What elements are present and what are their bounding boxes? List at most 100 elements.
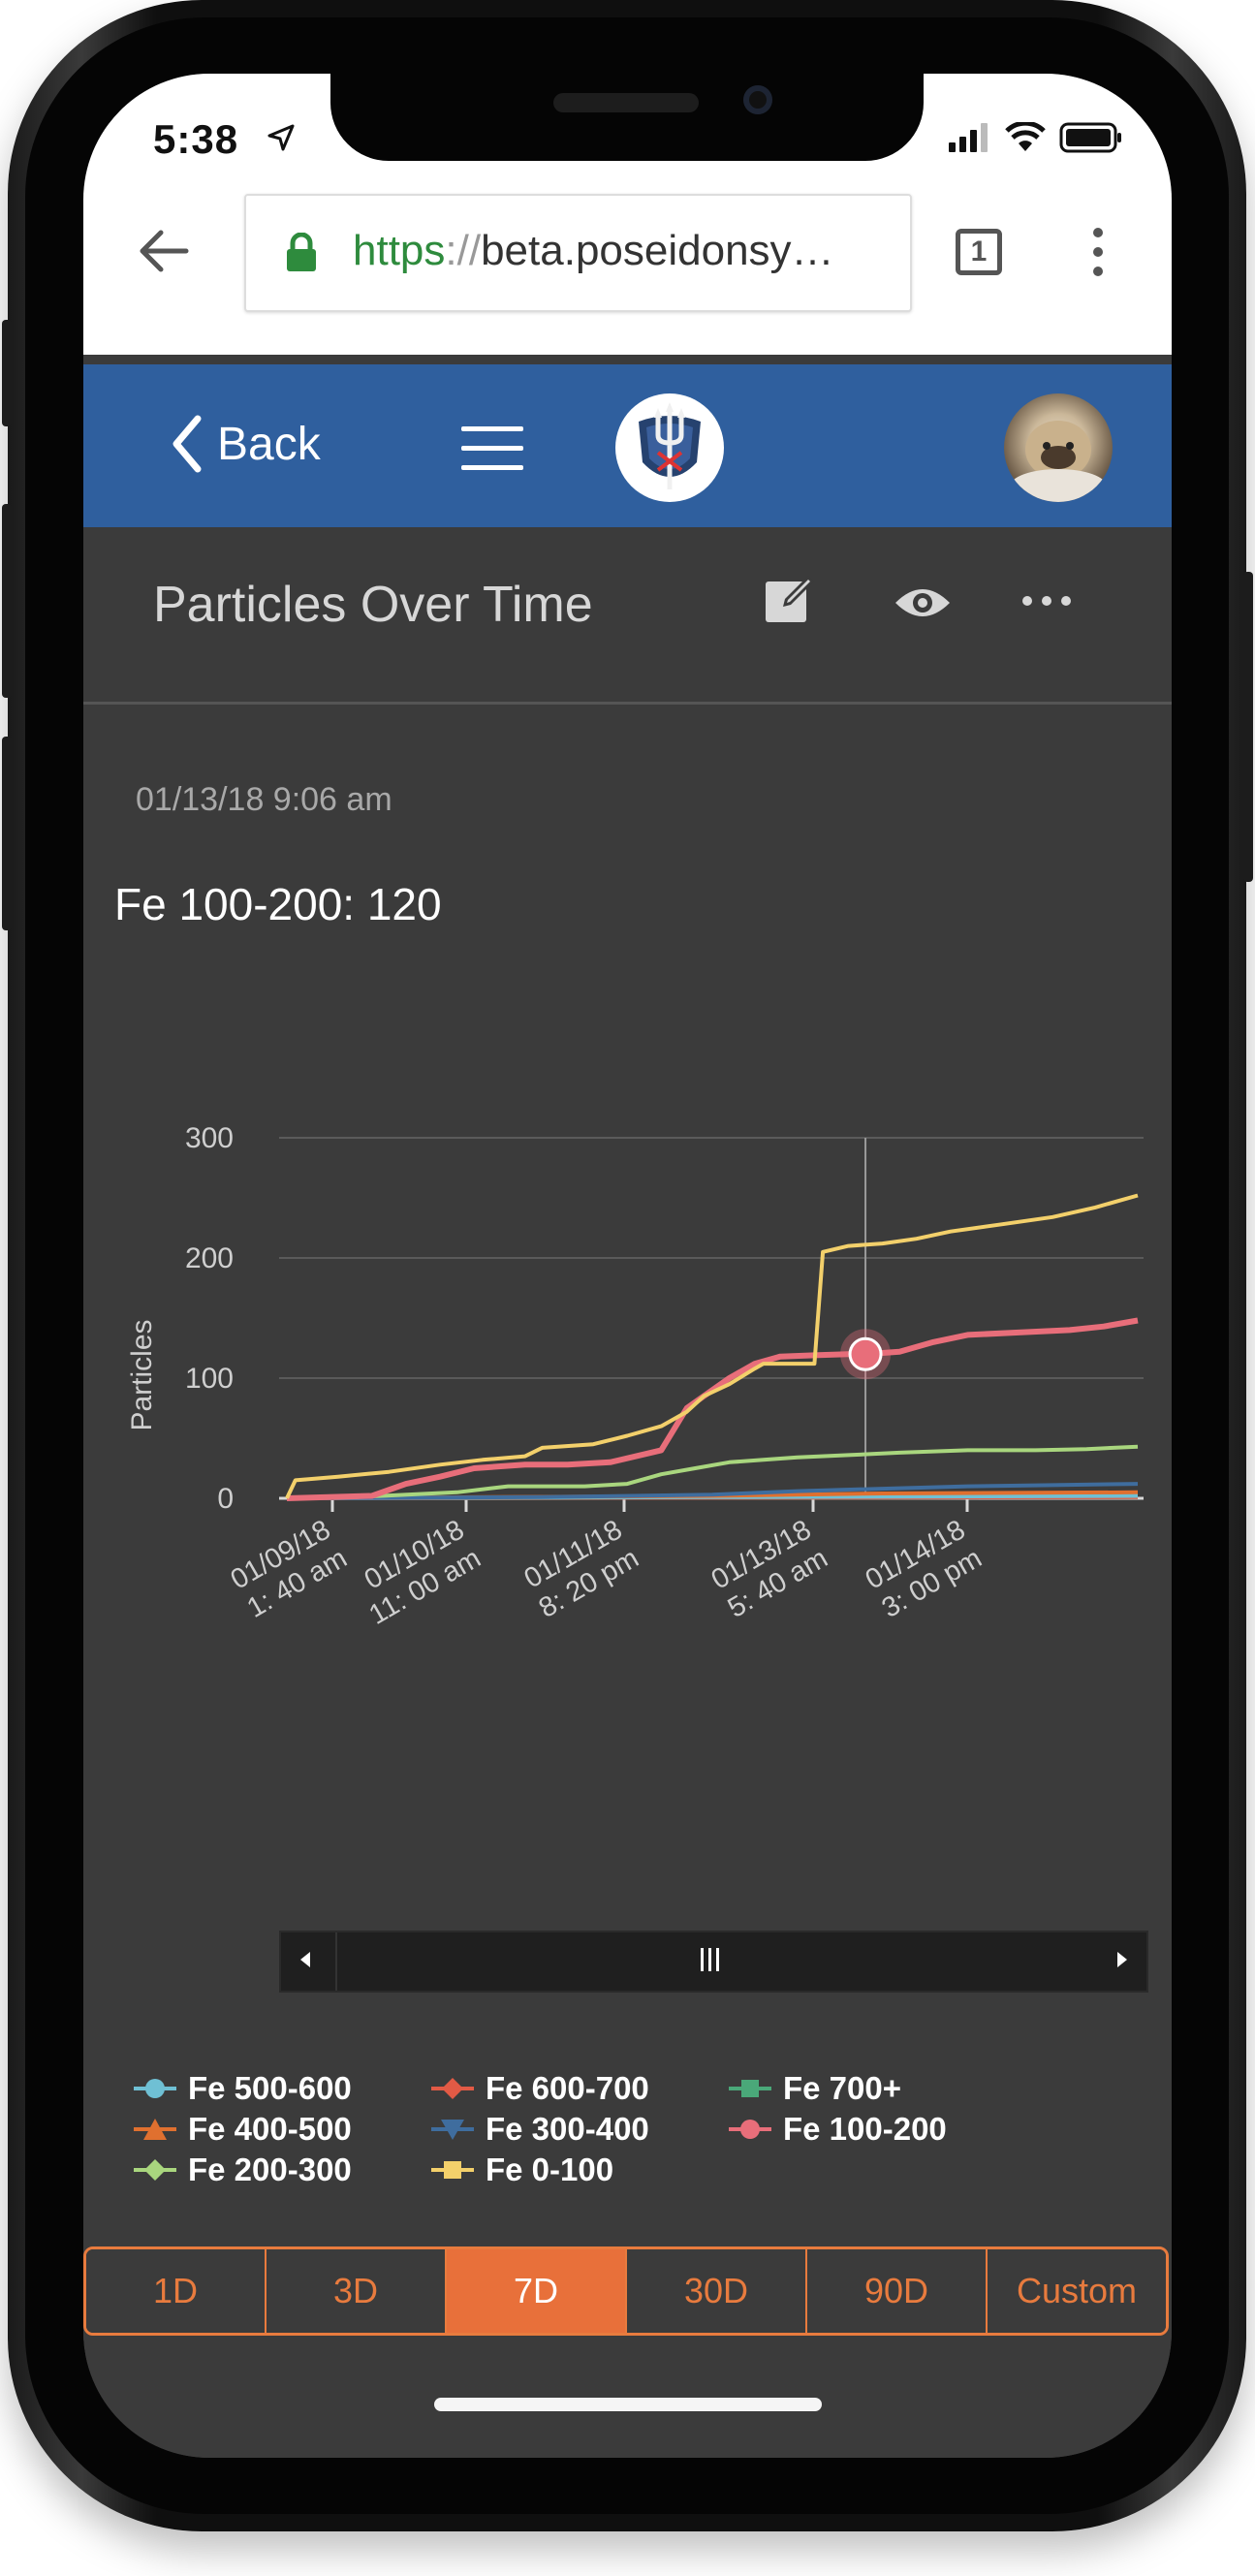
legend-item-fe-0-100[interactable]: Fe 0-100 <box>429 2152 613 2188</box>
hover-readout: Fe 100-200: 120 <box>114 879 442 929</box>
volume-down-button <box>2 737 12 930</box>
url-text: https://beta.poseidonsy… <box>353 227 834 275</box>
url-separator: :// <box>445 227 482 274</box>
notch <box>330 74 924 161</box>
chevron-left-icon <box>173 415 202 473</box>
range-button-1d[interactable]: 1D <box>86 2249 267 2333</box>
y-tick-label: 100 <box>185 1363 234 1395</box>
highlight-marker-group <box>840 1329 892 1380</box>
legend-label: Fe 300-400 <box>486 2111 649 2147</box>
range-button-90d[interactable]: 90D <box>807 2249 988 2333</box>
url-scheme: https <box>353 227 446 274</box>
series-lines <box>285 1193 1139 1501</box>
scroll-right-icon[interactable] <box>1115 1952 1127 1967</box>
more-vert-icon[interactable] <box>1091 227 1105 277</box>
series-line-fe-300-400[interactable] <box>286 1482 1139 1500</box>
x-tick-label: 01/11/188: 20 pm <box>518 1514 644 1624</box>
eye-icon[interactable] <box>894 585 952 620</box>
diamond-marker-icon <box>134 2159 176 2181</box>
legend-item-fe-300-400[interactable]: Fe 300-400 <box>429 2111 649 2148</box>
y-tick-label: 300 <box>185 1122 234 1154</box>
series-line-fe-100-200[interactable] <box>286 1317 1139 1501</box>
volume-up-button <box>2 504 12 698</box>
legend-label: Fe 500-600 <box>188 2070 352 2106</box>
scroll-left-divider <box>335 1932 337 1991</box>
status-bar: 5:38 <box>83 74 1172 180</box>
avatar-photo <box>1010 421 1107 502</box>
url-bar[interactable]: https://beta.poseidonsy… <box>244 194 912 312</box>
location-arrow-icon <box>267 124 295 151</box>
browser-toolbar: https://beta.poseidonsy… 1 <box>83 180 1172 355</box>
highlight-point[interactable] <box>848 1336 883 1371</box>
range-button-7d[interactable]: 7D <box>447 2249 627 2333</box>
back-button[interactable]: Back <box>171 415 321 473</box>
status-time: 5:38 <box>153 116 239 162</box>
edit-icon[interactable] <box>764 572 818 626</box>
triangle-down-marker-icon <box>431 2120 474 2140</box>
back-label: Back <box>217 418 321 470</box>
y-tick-label: 200 <box>185 1242 234 1274</box>
status-icons <box>949 122 1123 153</box>
x-tick-label: 01/14/183: 00 pm <box>861 1514 988 1624</box>
title-divider <box>83 702 1172 705</box>
wifi-icon <box>1005 122 1046 151</box>
circle-marker-icon <box>134 2079 176 2098</box>
speaker-grille <box>553 93 699 112</box>
scroll-grip-icon[interactable] <box>700 1948 721 1971</box>
series-line-fe-200-300[interactable] <box>286 1444 1139 1500</box>
legend-label: Fe 200-300 <box>188 2152 352 2187</box>
square-marker-icon <box>431 2161 474 2179</box>
range-button-30d[interactable]: 30D <box>627 2249 807 2333</box>
y-tick-label: 0 <box>217 1483 234 1515</box>
signal-icon <box>949 123 988 152</box>
url-host: beta.poseidonsy… <box>481 227 834 274</box>
tab-switcher-button[interactable]: 1 <box>956 229 1002 275</box>
more-horiz-icon[interactable] <box>1021 595 1072 607</box>
y-axis-label: Particles <box>126 1319 158 1430</box>
triangle-up-marker-icon <box>134 2119 176 2140</box>
legend-label: Fe 400-500 <box>188 2111 352 2147</box>
lock-icon <box>287 233 316 271</box>
circle-marker-icon <box>729 2120 771 2139</box>
hover-timestamp: 01/13/18 9:06 am <box>136 781 392 818</box>
phone-screen: 5:38 <box>83 74 1172 2458</box>
back-arrow-icon[interactable] <box>138 227 190 275</box>
home-indicator[interactable] <box>434 2398 822 2411</box>
series-line-fe-0-100[interactable] <box>285 1193 1139 1499</box>
power-button <box>1243 572 1253 882</box>
legend-label: Fe 700+ <box>783 2070 902 2106</box>
diamond-marker-icon <box>431 2078 474 2099</box>
y-axis-ticks: 0 100 200 300 <box>185 1122 234 1515</box>
chart-range-scrollbar[interactable] <box>279 1931 1148 1993</box>
battery-icon <box>1059 122 1121 153</box>
legend-label: Fe 100-200 <box>783 2111 947 2147</box>
chart-grid <box>279 1137 1144 1500</box>
legend-label: Fe 600-700 <box>486 2070 649 2106</box>
x-tick-label: 01/13/185: 40 am <box>706 1514 833 1624</box>
range-button-3d[interactable]: 3D <box>267 2249 447 2333</box>
square-marker-icon <box>729 2080 771 2097</box>
user-avatar[interactable] <box>1004 393 1113 502</box>
legend-item-fe-500-600[interactable]: Fe 500-600 <box>132 2070 352 2107</box>
x-tick-label: 01/09/181: 40 am <box>226 1514 353 1624</box>
legend-item-fe-200-300[interactable]: Fe 200-300 <box>132 2152 352 2188</box>
menu-icon[interactable] <box>461 426 523 485</box>
front-camera <box>743 85 772 114</box>
range-button-custom[interactable]: Custom <box>988 2249 1166 2333</box>
page-title: Particles Over Time <box>153 577 593 633</box>
legend-item-fe-600-700[interactable]: Fe 600-700 <box>429 2070 649 2107</box>
main-content: Particles Over Time 01/13/18 9:06 am Fe … <box>83 527 1172 2458</box>
legend-item-fe-700-[interactable]: Fe 700+ <box>727 2070 901 2107</box>
legend-item-fe-100-200[interactable]: Fe 100-200 <box>727 2111 947 2148</box>
app-logo[interactable] <box>615 393 724 502</box>
scroll-left-icon[interactable] <box>300 1952 312 1967</box>
legend-label: Fe 0-100 <box>486 2152 614 2187</box>
time-range-selector: 1D 3D 7D 30D 90D Custom <box>83 2246 1169 2336</box>
x-axis-ticks: 01/09/181: 40 am 01/10/1811: 00 am 01/11/1… <box>226 1498 988 1631</box>
x-tick-label: 01/10/1811: 00 am <box>348 1514 486 1631</box>
trident-logo-icon <box>639 402 701 489</box>
app-header: Back <box>83 364 1172 527</box>
legend-item-fe-400-500[interactable]: Fe 400-500 <box>132 2111 352 2148</box>
mute-switch <box>2 320 12 426</box>
